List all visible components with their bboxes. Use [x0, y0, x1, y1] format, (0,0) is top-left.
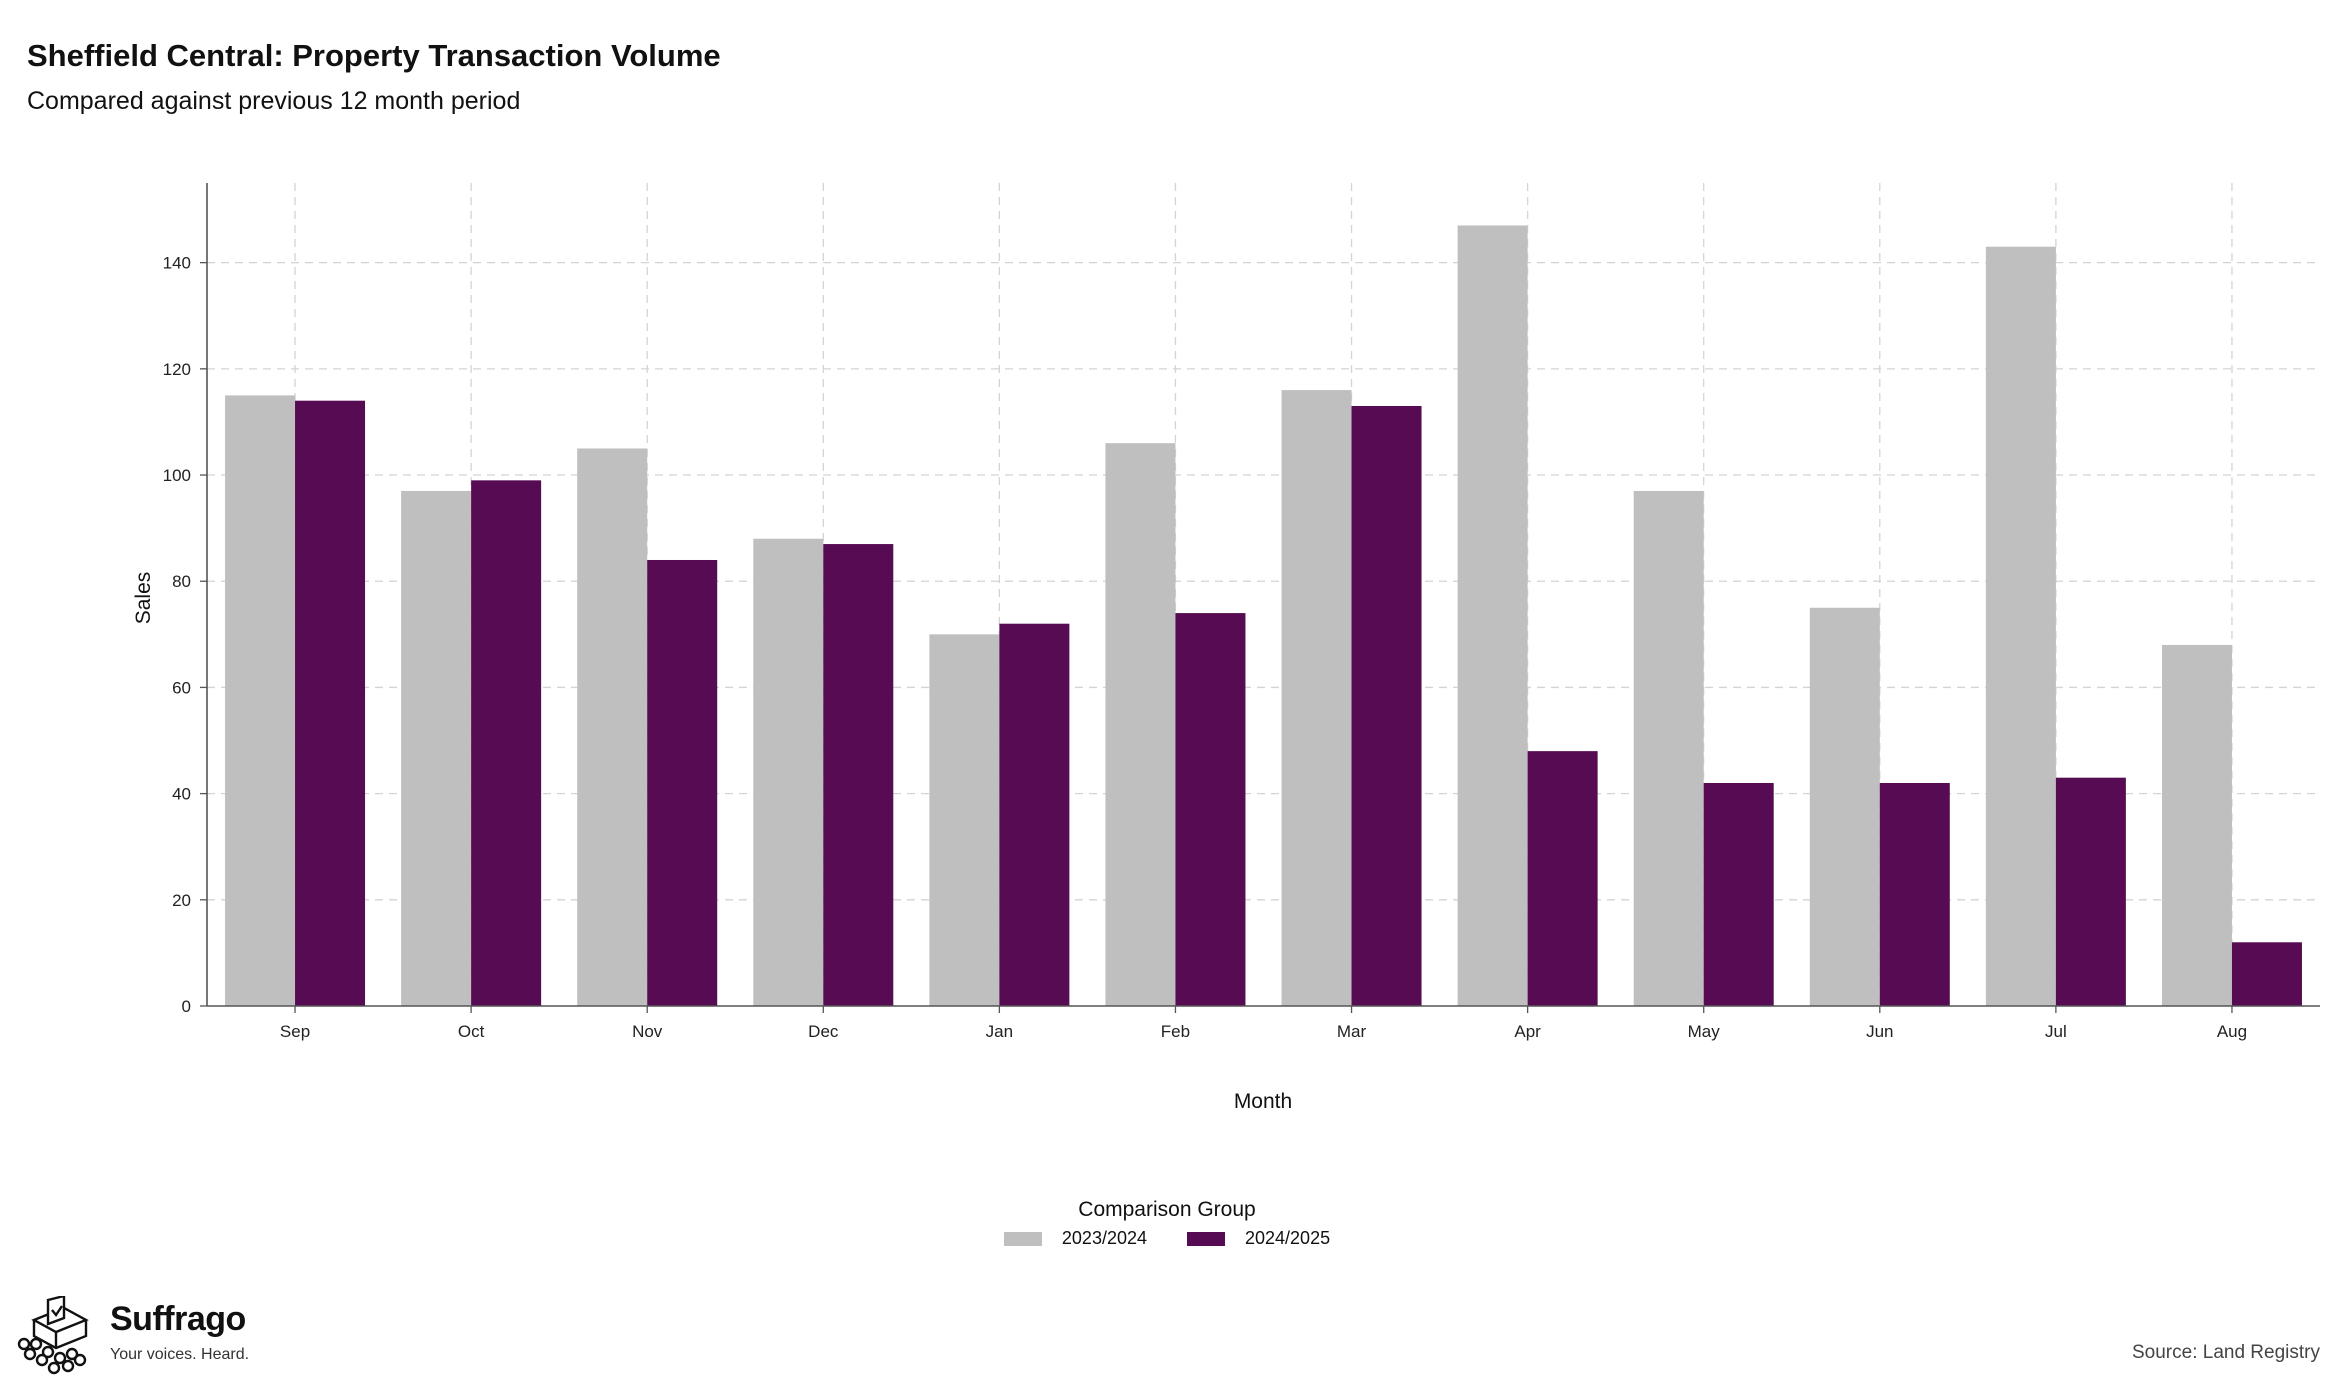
x-tick-label: Apr	[1514, 1022, 1541, 1041]
x-tick-label: Feb	[1161, 1022, 1190, 1041]
bar-2024-2025-nov	[647, 559, 718, 1006]
x-tick-label: Jun	[1866, 1022, 1893, 1041]
bar-2024-2025-apr	[1527, 751, 1598, 1006]
x-tick-label: Nov	[632, 1022, 663, 1041]
bar-2023-2024-jul	[1985, 246, 2056, 1006]
bar-2023-2024-feb	[1105, 443, 1176, 1006]
y-tick-label: 140	[163, 254, 191, 273]
y-tick-label: 0	[182, 997, 191, 1016]
y-tick-label: 40	[172, 785, 191, 804]
brand-tagline: Your voices. Heard.	[110, 1346, 250, 1363]
bar-2024-2025-dec	[823, 544, 894, 1006]
bar-2023-2024-jun	[1809, 607, 1880, 1006]
bar-chart: 0 20 40 60 80 100 120 140 Sep Oct Nov Dec Jan Feb Mar A…	[132, 183, 2320, 1113]
y-tick-label: 80	[172, 572, 191, 591]
axes: 0 20 40 60 80 100 120 140 Sep Oct Nov Dec Jan Feb Mar A…	[163, 183, 2320, 1041]
legend-swatch-2024-2025	[1187, 1231, 1225, 1246]
y-axis-title: Sales	[132, 572, 155, 625]
bar-2024-2025-aug	[2231, 942, 2302, 1006]
brand-name: Suffrago	[110, 1300, 246, 1338]
bar-2023-2024-mar	[1281, 390, 1352, 1007]
bar-2023-2024-jan	[929, 634, 1000, 1006]
bar-2024-2025-mar	[1351, 406, 1422, 1006]
legend-title: Comparison Group	[1078, 1198, 1256, 1221]
brand-logo: Suffrago Your voices. Heard.	[14, 1296, 249, 1376]
legend-item-2023-2024: 2023/2024	[1003, 1228, 1147, 1249]
bar-2023-2024-dec	[753, 538, 824, 1006]
bar-2024-2025-may	[1703, 782, 1774, 1006]
y-tick-label: 100	[163, 466, 191, 485]
x-tick-label: Jan	[986, 1022, 1013, 1041]
bar-2024-2025-oct	[471, 480, 542, 1007]
bar-2023-2024-may	[1633, 490, 1704, 1006]
x-tick-label: Sep	[280, 1022, 310, 1041]
x-tick-label: Oct	[458, 1022, 485, 1041]
bar-2023-2024-apr	[1457, 225, 1528, 1006]
bar-2024-2025-jan	[999, 623, 1070, 1006]
bar-2023-2024-oct	[401, 490, 472, 1006]
x-tick-label: Dec	[808, 1022, 839, 1041]
chart-title: Sheffield Central: Property Transaction …	[27, 38, 721, 73]
bar-2024-2025-feb	[1175, 613, 1246, 1006]
x-tick-label: Aug	[2217, 1022, 2247, 1041]
chart-subtitle: Compared against previous 12 month perio…	[27, 87, 521, 115]
legend-label-2023-2024: 2023/2024	[1061, 1228, 1147, 1248]
y-tick-label: 60	[172, 678, 191, 697]
legend-swatch-2023-2024	[1003, 1231, 1042, 1246]
x-tick-label: Mar	[1337, 1022, 1367, 1041]
source-note: Source: Land Registry	[2132, 1342, 2320, 1363]
x-tick-label: May	[1688, 1022, 1721, 1041]
ballot-box-icon	[17, 1296, 89, 1375]
legend: Comparison Group 2023/2024 2024/2025	[0, 1198, 2334, 1249]
y-tick-label: 20	[172, 891, 191, 910]
bar-2023-2024-nov	[577, 448, 648, 1006]
bar-2024-2025-jul	[2055, 777, 2126, 1006]
bar-2023-2024-aug	[2161, 644, 2232, 1006]
bars	[225, 225, 2302, 1007]
x-tick-label: Jul	[2045, 1022, 2067, 1041]
bar-2023-2024-sep	[225, 395, 296, 1006]
legend-label-2024-2025: 2024/2025	[1245, 1228, 1331, 1248]
x-axis-title: Month	[1234, 1090, 1292, 1113]
y-tick-label: 120	[163, 360, 191, 379]
legend-item-2024-2025: 2024/2025	[1187, 1228, 1330, 1249]
bar-2024-2025-jun	[1879, 782, 1950, 1006]
bar-2024-2025-sep	[295, 400, 366, 1006]
